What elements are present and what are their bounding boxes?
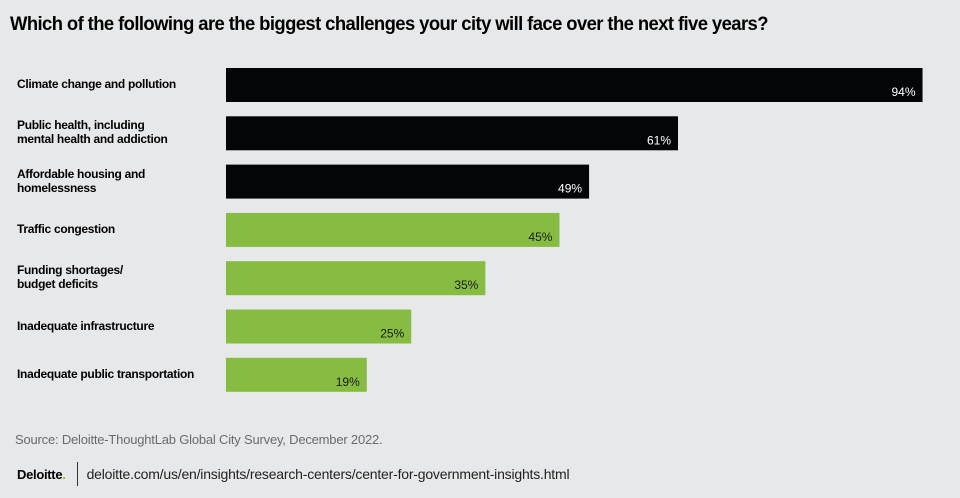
- logo-text: Deloitte: [17, 466, 63, 482]
- bar-value-label: 61%: [647, 133, 671, 147]
- footer: Deloitte. deloitte.com/us/en/insights/re…: [17, 461, 570, 487]
- bar-value-label: 19%: [336, 375, 360, 389]
- bar: [226, 164, 590, 199]
- category-label: Funding shortages/ budget deficits: [17, 263, 123, 292]
- deloitte-logo: Deloitte.: [17, 467, 66, 482]
- bar: [226, 309, 412, 344]
- bar: [226, 116, 679, 151]
- bar: [226, 261, 486, 296]
- chart-title: Which of the following are the biggest c…: [10, 14, 768, 35]
- category-label: Climate change and pollution: [17, 77, 176, 91]
- bar: [226, 357, 367, 392]
- bar-value-label: 49%: [558, 182, 582, 196]
- bar-value-label: 25%: [380, 327, 404, 341]
- footer-url[interactable]: deloitte.com/us/en/insights/research-cen…: [86, 466, 570, 482]
- category-label: Public health, including mental health a…: [17, 118, 168, 147]
- bar-value-label: 45%: [528, 230, 552, 244]
- bar: [226, 212, 560, 247]
- source-note: Source: Deloitte-ThoughtLab Global City …: [15, 432, 383, 447]
- category-label: Affordable housing and homelessness: [17, 166, 146, 195]
- category-label: Traffic congestion: [17, 221, 115, 236]
- logo-dot: .: [62, 466, 66, 482]
- bar-value-label: 35%: [454, 278, 478, 292]
- category-label: Inadequate infrastructure: [17, 318, 155, 333]
- category-label: Inadequate public transportation: [17, 366, 195, 381]
- footer-divider: [76, 462, 78, 486]
- bar-value-label: 94%: [892, 85, 916, 99]
- bar: [226, 68, 923, 102]
